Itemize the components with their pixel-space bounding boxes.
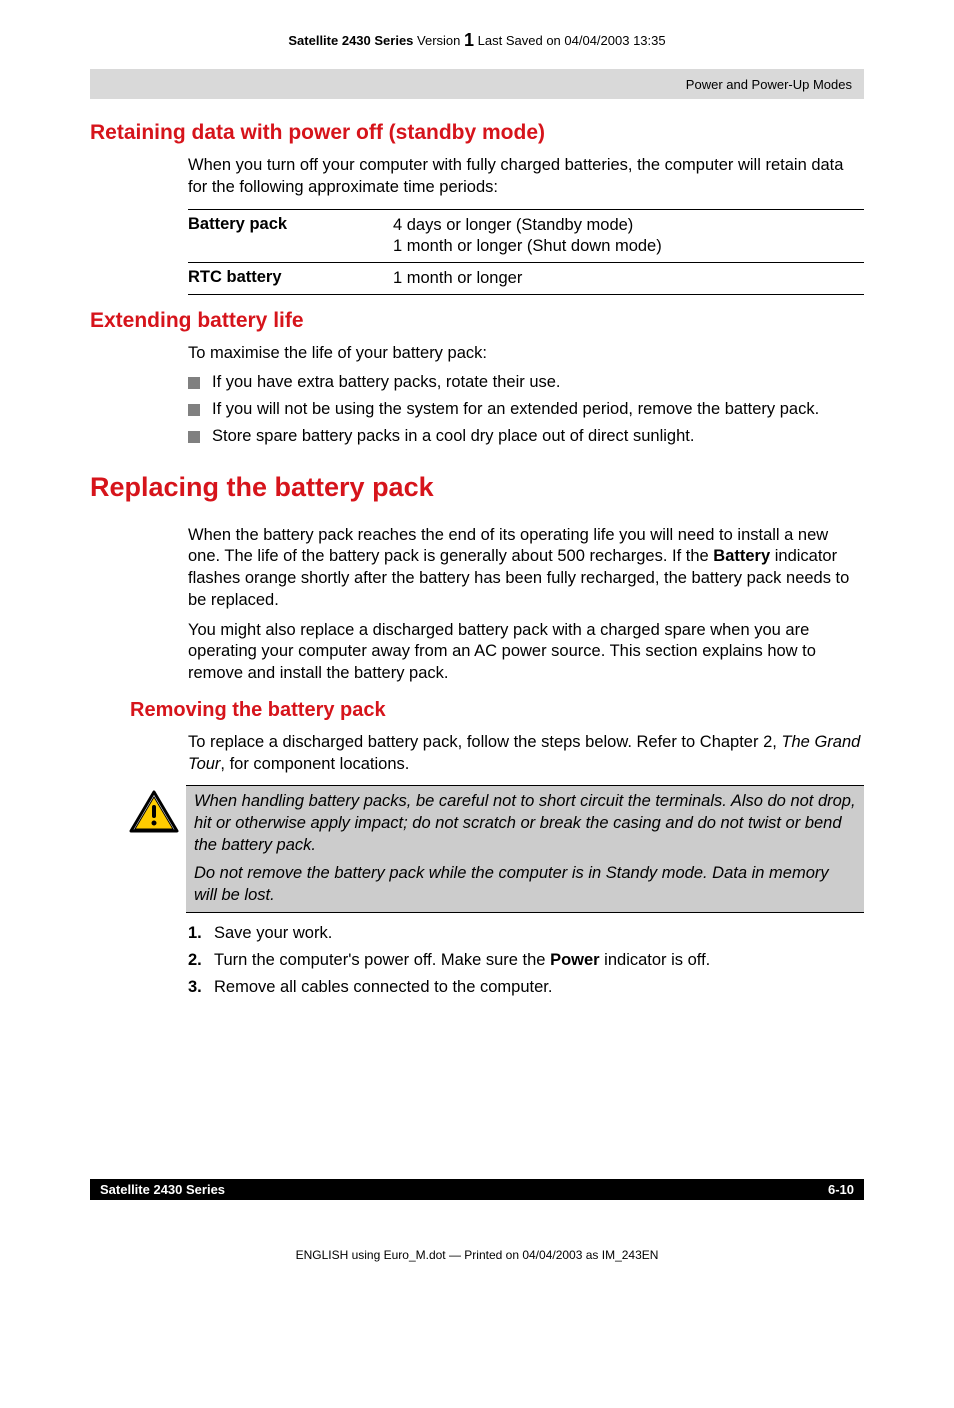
square-bullet-icon [188, 404, 200, 416]
list-item: Store spare battery packs in a cool dry … [188, 426, 864, 448]
header-version-num: 1 [464, 30, 474, 50]
square-bullet-icon [188, 377, 200, 389]
section-heading-retaining: Retaining data with power off (standby m… [90, 121, 864, 145]
section-heading-extending: Extending battery life [90, 309, 864, 333]
footer-left: Satellite 2430 Series [90, 1179, 808, 1200]
table-row: Battery pack 4 days or longer (Standby m… [188, 210, 864, 263]
table-label: Battery pack [188, 215, 393, 234]
footer-bar: Satellite 2430 Series 6-10 [90, 1179, 864, 1200]
list-item: 2.Turn the computer's power off. Make su… [188, 950, 864, 972]
sec1-intro: When you turn off your computer with ful… [188, 155, 864, 199]
caution-box: When handling battery packs, be careful … [130, 785, 864, 913]
sec4-p1: To replace a discharged battery pack, fo… [188, 732, 864, 776]
list-item: 3.Remove all cables connected to the com… [188, 977, 864, 999]
sec2-intro: To maximise the life of your battery pac… [188, 343, 864, 365]
section-heading-replacing: Replacing the battery pack [90, 472, 864, 503]
header-saved: Last Saved on 04/04/2003 13:35 [478, 33, 666, 48]
list-item: 1.Save your work. [188, 923, 864, 945]
square-bullet-icon [188, 431, 200, 443]
numbered-list: 1.Save your work. 2.Turn the computer's … [188, 923, 864, 998]
page-header: Satellite 2430 Series Version 1 Last Sav… [90, 30, 864, 51]
bullet-list: If you have extra battery packs, rotate … [188, 372, 864, 447]
footer-page-num: 6-10 [808, 1179, 864, 1200]
list-item: If you will not be using the system for … [188, 399, 864, 421]
header-series: Satellite 2430 Series [288, 33, 413, 48]
table-row: RTC battery 1 month or longer [188, 263, 864, 295]
table-value: 4 days or longer (Standby mode) 1 month … [393, 215, 864, 257]
breadcrumb: Power and Power-Up Modes [90, 69, 864, 99]
retention-table: Battery pack 4 days or longer (Standby m… [188, 209, 864, 295]
warning-icon [128, 789, 180, 840]
list-item: If you have extra battery packs, rotate … [188, 372, 864, 394]
sec3-p2: You might also replace a discharged batt… [188, 620, 864, 685]
table-label: RTC battery [188, 268, 393, 287]
table-value: 1 month or longer [393, 268, 864, 289]
caution-text: When handling battery packs, be careful … [186, 785, 864, 913]
footer-print-info: ENGLISH using Euro_M.dot — Printed on 04… [90, 1248, 864, 1262]
sec3-p1: When the battery pack reaches the end of… [188, 525, 864, 612]
header-version-label: Version [417, 33, 460, 48]
section-heading-removing: Removing the battery pack [130, 699, 864, 722]
breadcrumb-text: Power and Power-Up Modes [686, 77, 852, 92]
